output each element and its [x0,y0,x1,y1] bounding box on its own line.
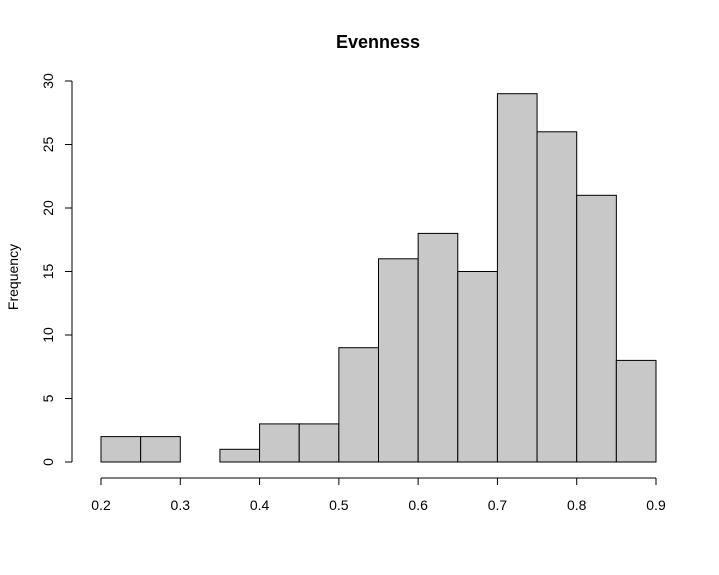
y-axis-label: Frequency [5,244,21,310]
x-tick-label: 0.8 [567,497,587,513]
histogram-bar [536,131,578,463]
y-tick-label: 5 [40,394,56,402]
x-tick-label: 0.9 [646,497,666,513]
y-tick-label: 20 [40,200,56,216]
y-tick-label: 10 [40,327,56,343]
y-tick-label: 0 [40,458,56,466]
histogram-bar [100,436,142,463]
histogram-bar [615,359,657,463]
y-axis: 0 5 10 15 20 25 30 [40,73,73,466]
histogram-bar [259,423,300,463]
x-axis: 0.2 0.3 0.4 0.5 0.6 0.7 0.8 0.9 [91,477,666,513]
histogram-bar [298,423,340,463]
histogram-bar [417,232,459,463]
x-tick-label: 0.4 [250,497,270,513]
x-tick-label: 0.6 [408,497,428,513]
y-tick-label: 25 [40,137,56,153]
y-tick-label: 30 [40,73,56,89]
histogram-bar [219,448,261,463]
histogram-bar [338,347,380,463]
x-tick-label: 0.3 [171,497,191,513]
histogram-bar [378,258,419,463]
histogram-bar [496,93,538,463]
bars-group [100,93,657,463]
x-tick-label: 0.7 [488,497,508,513]
histogram-bar [140,436,181,463]
x-tick-label: 0.5 [329,497,349,513]
chart-title: Evenness [336,32,420,52]
histogram-bar [576,194,617,463]
histogram-bar [457,271,498,463]
x-tick-label: 0.2 [91,497,111,513]
y-tick-label: 15 [40,264,56,280]
